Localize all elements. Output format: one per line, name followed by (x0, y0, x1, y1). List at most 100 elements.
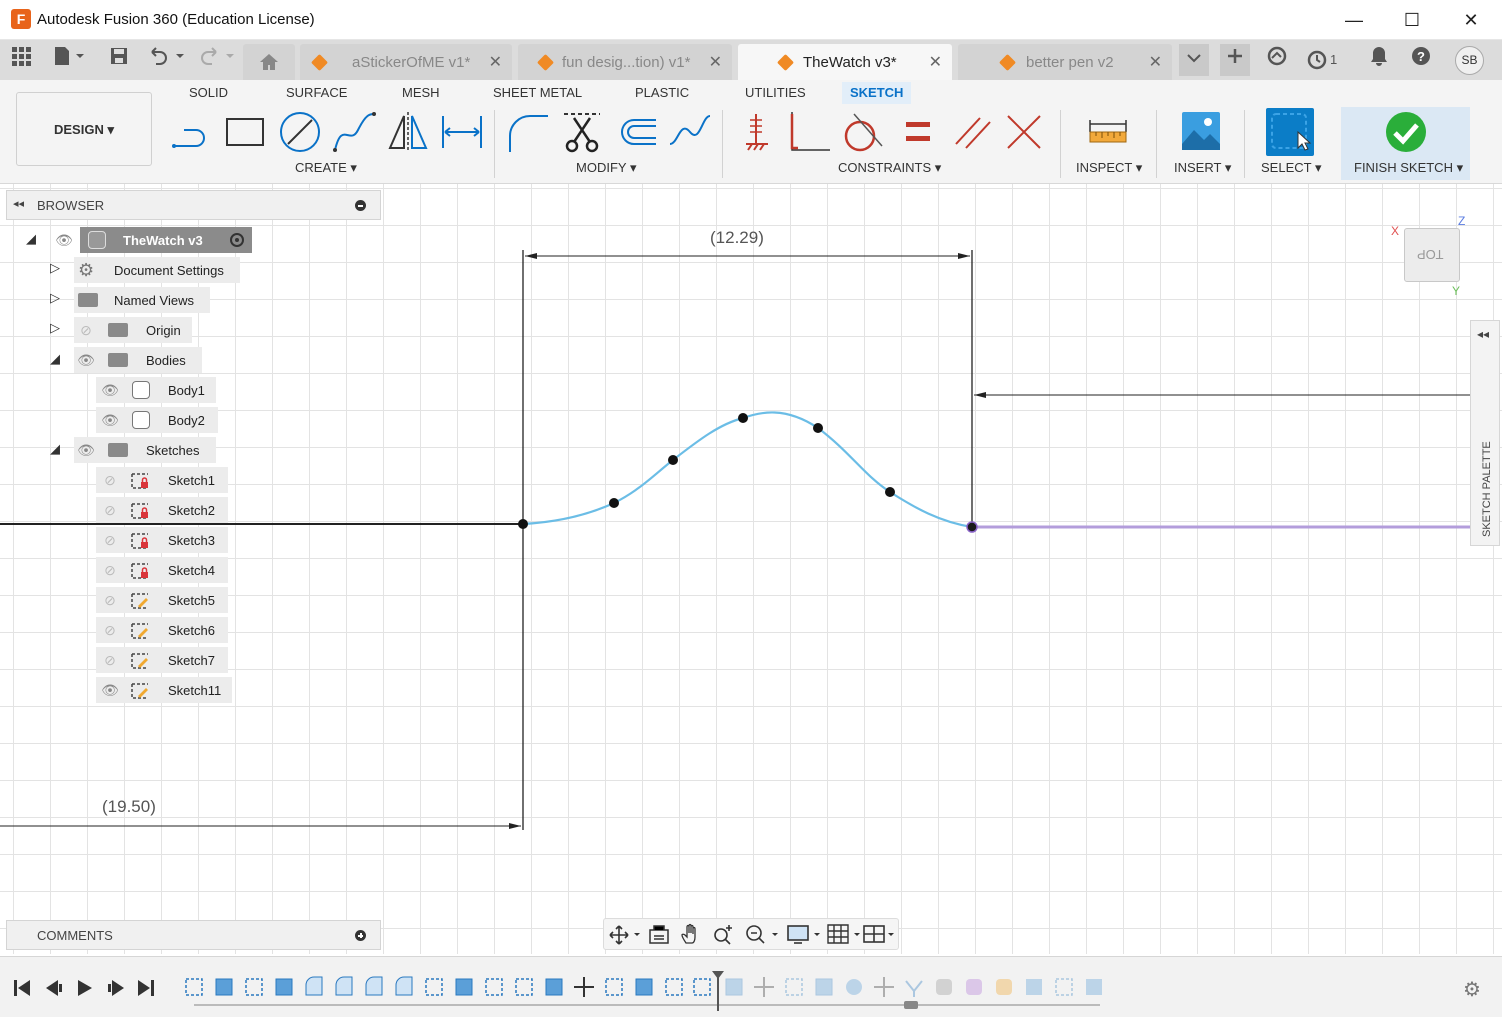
tree-item-sketch2[interactable]: ⊘ Sketch2 (96, 497, 236, 523)
pan-hand-icon[interactable] (680, 923, 702, 945)
tree-item-body1[interactable]: 👁 Body1 (96, 377, 236, 403)
grid-settings-icon[interactable] (826, 923, 862, 945)
notifications-bell-icon[interactable] (1364, 46, 1394, 74)
tree-item-origin[interactable]: ▷ ⊘ Origin (48, 317, 248, 343)
expand-triangle-icon[interactable]: ▷ (50, 320, 60, 335)
constraints-menu[interactable]: CONSTRAINTS ▾ (838, 160, 941, 176)
tab-sheet-metal[interactable]: SHEET METAL (493, 85, 583, 100)
tree-item-sketch5[interactable]: ⊘ Sketch5 (96, 587, 236, 613)
fillet-tool-icon[interactable] (506, 110, 550, 154)
zoom-window-icon[interactable] (744, 923, 780, 945)
finish-sketch-menu[interactable]: FINISH SKETCH ▾ (1354, 160, 1463, 176)
collapse-triangle-icon[interactable]: ◢ (50, 351, 60, 366)
tab-thewatch[interactable]: TheWatch v3* ✕ (738, 44, 952, 80)
tab-plastic[interactable]: PLASTIC (635, 85, 690, 100)
inspect-menu[interactable]: INSPECT ▾ (1076, 160, 1142, 176)
visibility-eye-icon[interactable]: 👁 (55, 232, 73, 248)
fix-constraint-icon[interactable] (736, 110, 780, 154)
maximize-button[interactable]: ☐ (1403, 10, 1421, 30)
visibility-eye-icon[interactable]: 👁 (101, 382, 119, 398)
tab-surface[interactable]: SURFACE (286, 85, 348, 100)
close-tab-icon[interactable]: ✕ (928, 54, 942, 71)
minimize-button[interactable]: — (1345, 10, 1363, 30)
browser-minimize-icon[interactable] (355, 200, 366, 211)
new-tab-icon[interactable] (1220, 44, 1250, 76)
insert-menu[interactable]: INSERT ▾ (1174, 160, 1231, 176)
mirror-tool-icon[interactable] (386, 110, 430, 154)
hidden-eye-icon[interactable]: ⊘ (104, 502, 116, 518)
hidden-eye-icon[interactable]: ⊘ (104, 472, 116, 488)
display-settings-icon[interactable] (786, 923, 822, 945)
add-comment-icon[interactable] (355, 930, 366, 941)
job-status-icon[interactable]: 1 (1304, 46, 1344, 74)
trim-tool-icon[interactable] (560, 110, 604, 154)
line-tool-icon[interactable] (170, 110, 214, 154)
browser-panel-header[interactable]: ◂◂ BROWSER (6, 190, 381, 220)
tree-item-sketch3[interactable]: ⊘ Sketch3 (96, 527, 236, 553)
tab-mesh[interactable]: MESH (402, 85, 440, 100)
tree-item-document-settings[interactable]: ▷ ⚙ Document Settings (48, 257, 248, 283)
close-tab-icon[interactable]: ✕ (708, 54, 722, 71)
tab-fun-design[interactable]: fun desig...tion) v1* ✕ (518, 44, 732, 80)
visibility-eye-icon[interactable]: 👁 (77, 352, 95, 368)
expand-triangle-icon[interactable]: ▷ (50, 260, 60, 275)
tab-sketch[interactable]: SKETCH (842, 82, 912, 104)
file-menu-icon[interactable] (50, 46, 90, 74)
insert-image-icon[interactable] (1180, 110, 1224, 154)
rectangle-tool-icon[interactable] (224, 110, 268, 154)
visibility-eye-icon[interactable]: 👁 (101, 682, 119, 698)
tab-solid[interactable]: SOLID (189, 85, 229, 100)
tab-better-pen[interactable]: better pen v2 ✕ (958, 44, 1172, 80)
sketch-palette-tab[interactable]: ◂◂ SKETCH PALETTE (1470, 320, 1500, 546)
hidden-eye-icon[interactable]: ⊘ (104, 652, 116, 668)
timeline-features[interactable] (180, 971, 1110, 1013)
browser-root-item[interactable]: ◢ 👁 TheWatch v3 (24, 227, 264, 253)
tree-item-body2[interactable]: 👁 Body2 (96, 407, 236, 433)
select-tool-icon[interactable] (1266, 108, 1314, 156)
collapse-triangle-icon[interactable]: ◢ (50, 441, 60, 456)
parallel-constraint-icon[interactable] (950, 110, 994, 154)
close-window-button[interactable]: ✕ (1463, 10, 1479, 30)
offset-tool-icon[interactable] (614, 110, 658, 154)
workspace-switcher-button[interactable]: DESIGN ▾ (16, 92, 152, 166)
redo-icon[interactable] (195, 46, 237, 74)
timeline-settings-gear-icon[interactable]: ⚙ (1463, 979, 1481, 1001)
comments-panel-header[interactable]: COMMENTS (6, 920, 381, 950)
sketch-geometry[interactable] (0, 184, 1502, 954)
tree-item-named-views[interactable]: ▷ Named Views (48, 287, 248, 313)
close-tab-icon[interactable]: ✕ (1148, 54, 1162, 71)
tree-item-sketches[interactable]: ◢ 👁 Sketches (48, 437, 248, 463)
dimension-value-top[interactable]: (12.29) (710, 228, 764, 247)
dimension-tool-icon[interactable] (440, 110, 484, 154)
undo-icon[interactable] (145, 46, 187, 74)
expand-triangle-icon[interactable]: ▷ (50, 290, 60, 305)
tree-item-sketch1[interactable]: ⊘ Sketch1 (96, 467, 236, 493)
spline-tool-icon[interactable] (332, 110, 376, 154)
viewports-icon[interactable] (862, 923, 898, 945)
tangent-constraint-icon[interactable] (840, 110, 884, 154)
tree-item-sketch6[interactable]: ⊘ Sketch6 (96, 617, 236, 643)
hidden-eye-icon[interactable]: ⊘ (104, 562, 116, 578)
select-menu[interactable]: SELECT ▾ (1261, 160, 1322, 176)
zoom-icon[interactable] (712, 923, 736, 945)
equal-constraint-icon[interactable] (896, 110, 940, 154)
visibility-eye-icon[interactable]: 👁 (77, 442, 95, 458)
tree-item-sketch4[interactable]: ⊘ Sketch4 (96, 557, 236, 583)
close-tab-icon[interactable]: ✕ (488, 54, 502, 71)
hidden-eye-icon[interactable]: ⊘ (104, 532, 116, 548)
tree-item-sketch7[interactable]: ⊘ Sketch7 (96, 647, 236, 673)
dimension-value-bottom[interactable]: (19.50) (102, 797, 156, 816)
tree-item-bodies[interactable]: ◢ 👁 Bodies (48, 347, 248, 373)
orbit-icon[interactable] (608, 924, 642, 946)
hidden-eye-icon[interactable]: ⊘ (80, 322, 92, 338)
visibility-eye-icon[interactable]: 👁 (101, 412, 119, 428)
tab-overflow-icon[interactable] (1179, 44, 1209, 76)
look-at-icon[interactable] (648, 924, 670, 946)
app-grid-icon[interactable] (6, 46, 36, 74)
expand-panel-icon[interactable]: ◂◂ (1477, 327, 1490, 341)
activate-radio-icon[interactable] (230, 233, 244, 247)
circle-tool-icon[interactable] (278, 110, 322, 154)
coincident-constraint-icon[interactable] (1002, 110, 1046, 154)
hidden-eye-icon[interactable]: ⊘ (104, 622, 116, 638)
modify-menu[interactable]: MODIFY ▾ (576, 160, 636, 176)
